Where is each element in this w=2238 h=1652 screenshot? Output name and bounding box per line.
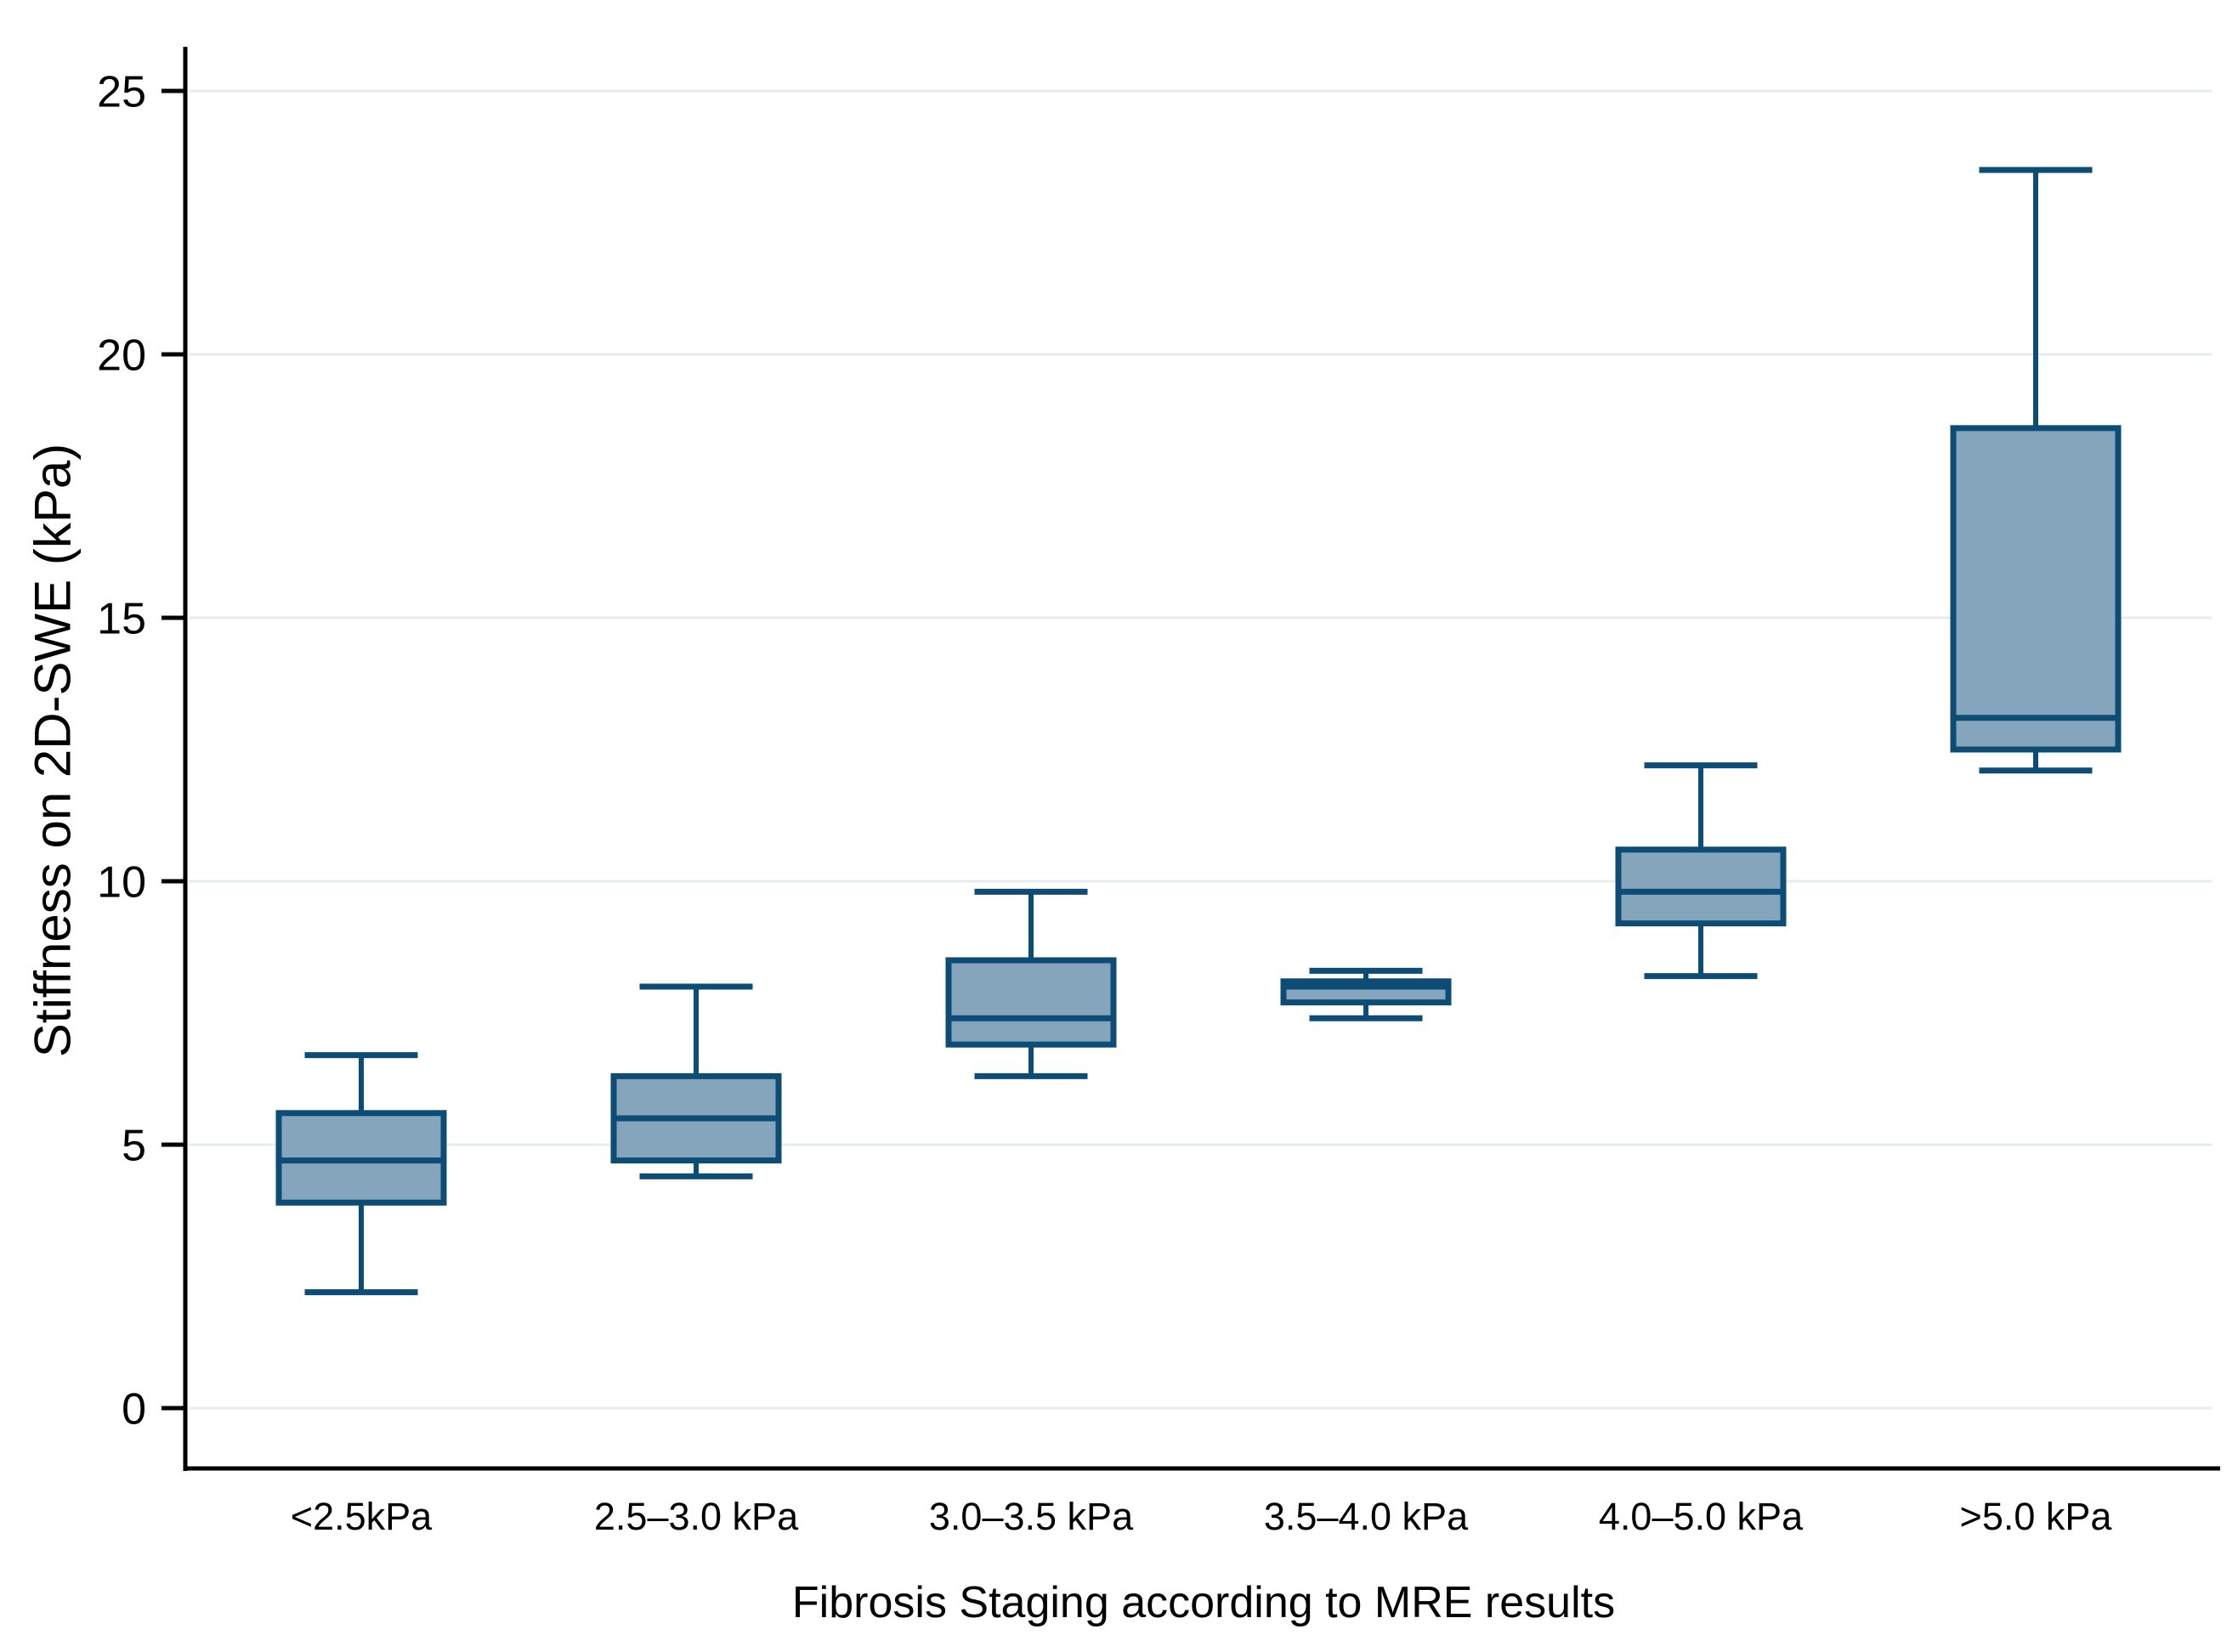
y-tick-label: 5	[122, 1122, 146, 1171]
y-tick-label: 25	[97, 68, 146, 117]
iqr-box	[1615, 846, 1787, 927]
y-tick-label: 0	[122, 1385, 146, 1434]
y-axis-title: Stiffness on 2D-SWE (kPa)	[24, 443, 82, 1058]
iqr-box	[945, 957, 1117, 1048]
x-category-label: 4.0–5.0 kPa	[1599, 1495, 1804, 1538]
x-category-label: 3.5–4.0 kPa	[1264, 1495, 1469, 1538]
x-category-label: <2.5kPa	[291, 1495, 433, 1538]
x-category-label: 2.5–3.0 kPa	[594, 1495, 799, 1538]
y-tick-label: 10	[97, 858, 146, 908]
iqr-box	[1950, 425, 2122, 753]
y-tick-label: 15	[97, 595, 146, 644]
x-category-label: >5.0 kPa	[1960, 1495, 2113, 1538]
x-axis-title: Fibrosis Staging according to MRE result…	[791, 1578, 1616, 1627]
x-category-label: 3.0–3.5 kPa	[929, 1495, 1134, 1538]
y-tick-label: 20	[97, 331, 146, 381]
